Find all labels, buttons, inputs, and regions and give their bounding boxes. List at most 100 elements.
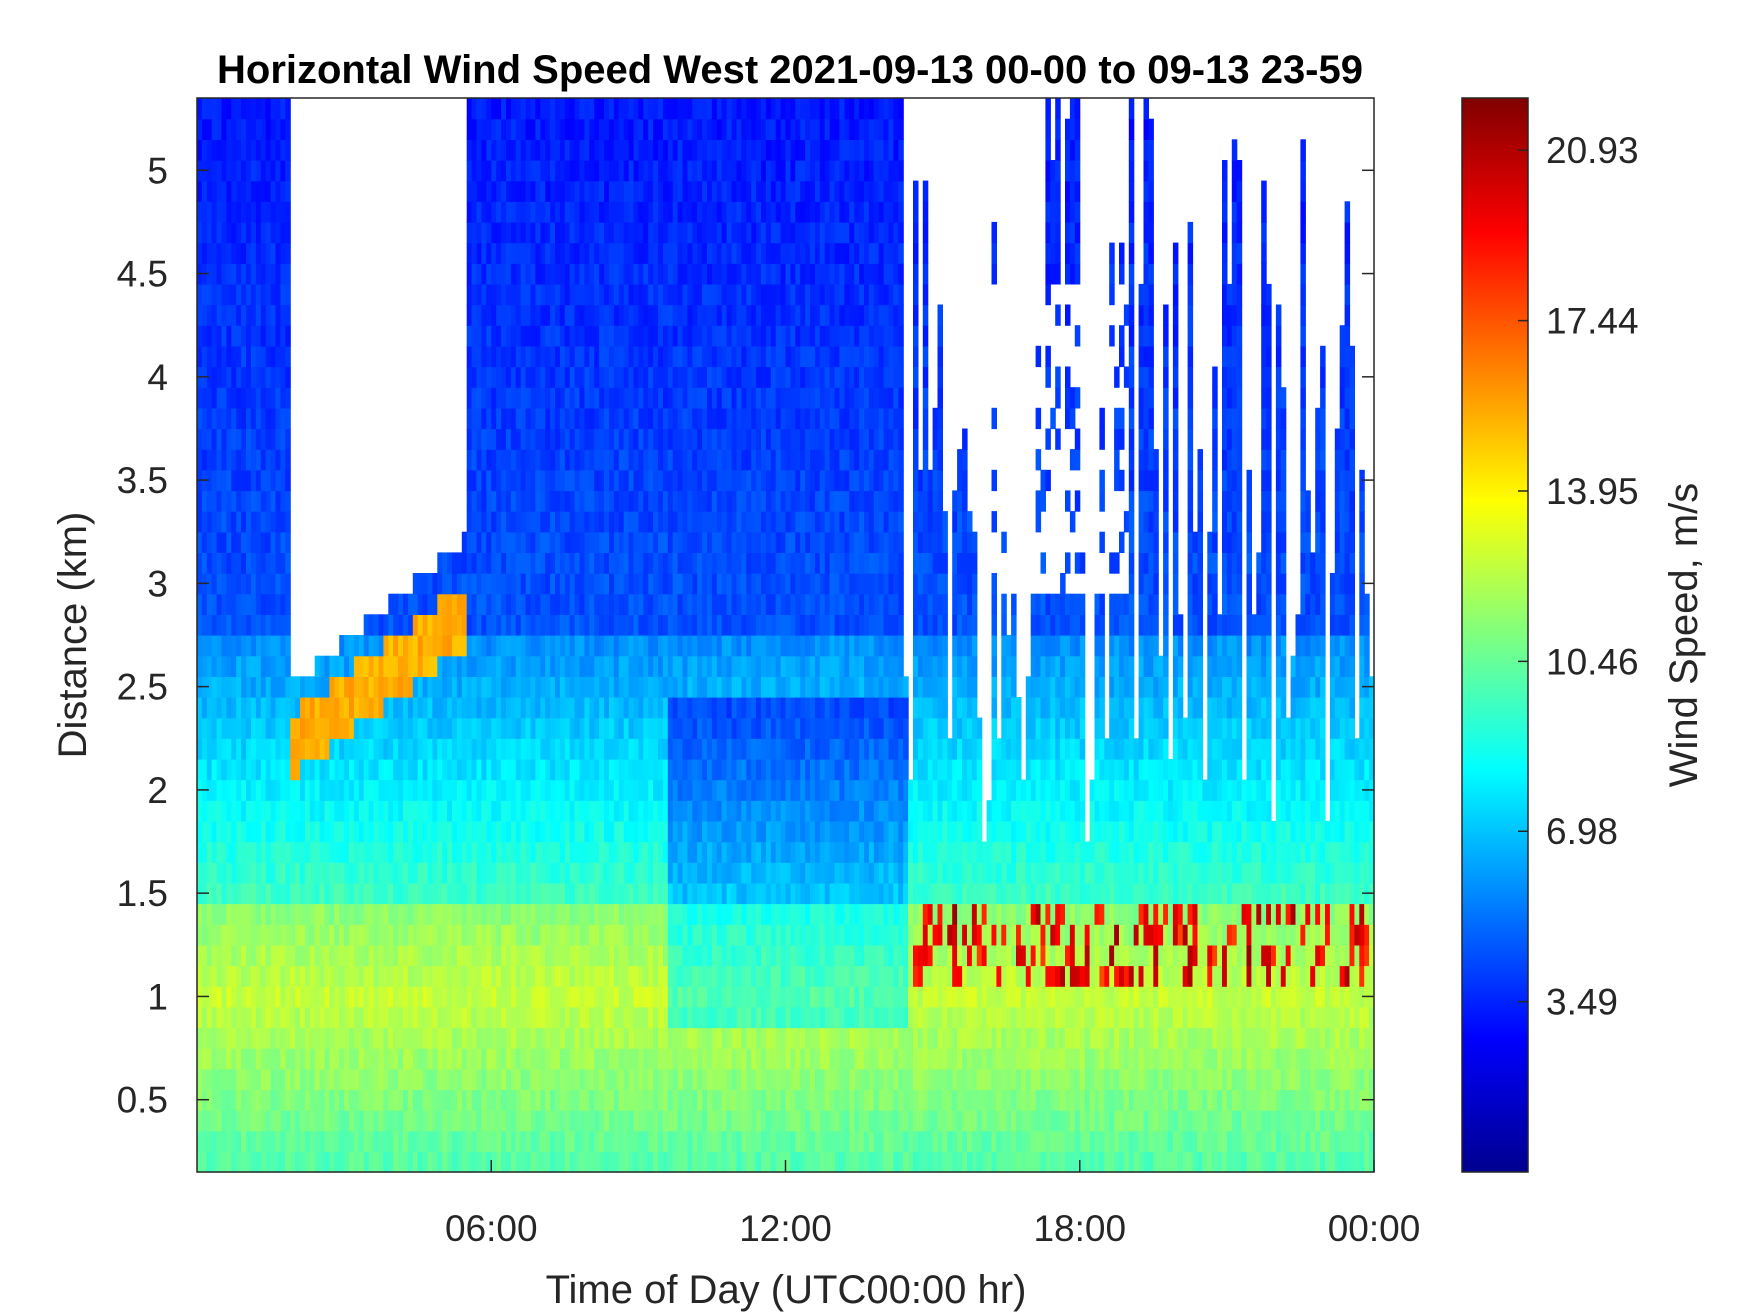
heatmap-cell (280, 428, 286, 450)
heatmap-cell (525, 676, 532, 698)
heatmap-cell (280, 552, 286, 574)
heatmap-cell (520, 614, 527, 636)
heatmap-cell (260, 1048, 267, 1070)
heatmap-cell (510, 387, 517, 409)
heatmap-cell (221, 366, 227, 388)
heatmap-cell (564, 635, 571, 657)
heatmap-cell (250, 738, 257, 760)
heatmap-cell (290, 820, 296, 843)
heatmap-cell (496, 924, 502, 946)
heatmap-cell (246, 118, 252, 140)
heatmap-cell (486, 160, 492, 182)
heatmap-cell (383, 862, 389, 884)
heatmap-cell (486, 118, 492, 140)
heatmap-cell (525, 758, 532, 781)
heatmap-cell (540, 345, 546, 368)
heatmap-cell (206, 1068, 213, 1090)
heatmap-cell (398, 1110, 404, 1132)
heatmap-cell (476, 1089, 482, 1111)
heatmap-cell (711, 139, 718, 161)
heatmap-cell (520, 1110, 527, 1132)
heatmap-cell (515, 676, 522, 698)
heatmap-cell (211, 841, 218, 863)
heatmap-cell (707, 717, 713, 739)
heatmap-cell (250, 366, 257, 388)
heatmap-cell (270, 552, 277, 574)
heatmap-cell (623, 366, 630, 388)
heatmap-cell (628, 180, 635, 202)
heatmap-cell (564, 882, 571, 905)
heatmap-cell (618, 758, 625, 781)
heatmap-cell (574, 882, 581, 905)
heatmap-cell (295, 758, 301, 781)
heatmap-cell (437, 676, 443, 698)
heatmap-cell (736, 469, 742, 492)
heatmap-cell (221, 779, 227, 801)
heatmap-cell (648, 1048, 654, 1070)
heatmap-cell (643, 1048, 649, 1070)
heatmap-cell (285, 614, 291, 636)
heatmap-cell (653, 717, 659, 739)
heatmap-cell (584, 428, 590, 450)
heatmap-cell (407, 1130, 414, 1152)
heatmap-cell (270, 655, 277, 677)
heatmap-cell (618, 614, 625, 636)
heatmap-cell (564, 304, 571, 326)
heatmap-cell (584, 882, 590, 905)
heatmap-cell (726, 738, 733, 760)
heatmap-cell (250, 1068, 257, 1090)
heatmap-cell (736, 717, 742, 739)
heatmap-cell (481, 118, 487, 140)
heatmap-cell (300, 1048, 306, 1070)
heatmap-cell (383, 1151, 389, 1173)
heatmap-cell (496, 345, 502, 368)
heatmap-cell (197, 1130, 203, 1152)
heatmap-cell (510, 779, 517, 801)
heatmap-cell (515, 263, 522, 285)
heatmap-cell (736, 1089, 742, 1111)
heatmap-cell (334, 758, 340, 781)
heatmap-cell (314, 655, 321, 677)
heatmap-cell (731, 820, 738, 843)
heatmap-cell (692, 1048, 698, 1070)
heatmap-cell (471, 986, 478, 1008)
heatmap-cell (525, 263, 532, 285)
heatmap-cell (481, 676, 487, 698)
heatmap-cell (201, 428, 208, 450)
heatmap-cell (672, 758, 679, 781)
heatmap-cell (613, 1110, 620, 1132)
heatmap-cell (711, 552, 718, 574)
heatmap-cell (197, 635, 203, 657)
heatmap-cell (407, 593, 414, 615)
heatmap-cell (515, 635, 522, 657)
heatmap-cell (324, 882, 330, 905)
heatmap-cell (555, 1027, 561, 1049)
heatmap-cell (285, 283, 291, 306)
heatmap-cell (672, 882, 679, 905)
heatmap-cell (221, 841, 227, 863)
heatmap-cell (221, 965, 227, 987)
heatmap-cell (412, 903, 419, 925)
heatmap-cell (300, 862, 306, 884)
heatmap-cell (707, 387, 713, 409)
heatmap-cell (456, 1068, 463, 1090)
heatmap-cell (692, 428, 698, 450)
heatmap-cell (314, 738, 321, 760)
heatmap-cell (236, 118, 242, 140)
heatmap-cell (255, 139, 262, 161)
heatmap-cell (638, 325, 644, 347)
heatmap-cell (736, 635, 742, 657)
heatmap-cell (476, 345, 482, 368)
heatmap-cell (280, 738, 286, 760)
heatmap-cell (579, 924, 585, 946)
heatmap-cell (545, 1110, 551, 1132)
heatmap-cell (530, 573, 536, 595)
heatmap-cell (736, 221, 742, 244)
heatmap-cell (486, 1048, 492, 1070)
heatmap-cell (285, 965, 291, 987)
heatmap-cell (564, 1006, 571, 1029)
heatmap-cell (707, 511, 713, 533)
heatmap-cell (711, 655, 718, 677)
heatmap-cell (344, 944, 350, 967)
heatmap-cell (506, 697, 512, 719)
